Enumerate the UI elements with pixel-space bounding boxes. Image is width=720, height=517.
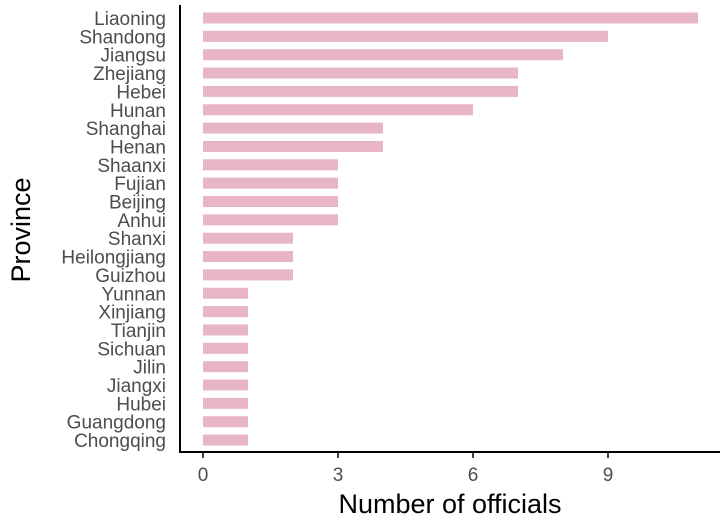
- y-tick-labels: LiaoningShandongJiangsuZhejiangHebeiHuna…: [61, 9, 166, 452]
- bar-shandong: [203, 30, 608, 42]
- bar-shaanxi: [203, 159, 338, 171]
- bar-henan: [203, 140, 383, 152]
- x-tick-label: 0: [198, 465, 209, 486]
- y-tick-label: Sichuan: [97, 339, 166, 360]
- y-tick-label: Hunan: [110, 101, 166, 122]
- y-tick-label: Chongqing: [74, 431, 166, 452]
- bar-anhui: [203, 214, 338, 226]
- x-tick-label: 6: [468, 465, 479, 486]
- y-tick-label: Shaanxi: [97, 156, 166, 177]
- bar-guizhou: [203, 269, 293, 281]
- bar-shanxi: [203, 232, 293, 244]
- bar-beijing: [203, 196, 338, 207]
- bar-hunan: [203, 104, 473, 116]
- y-axis-title: Province: [6, 177, 36, 282]
- y-tick-label: Guangdong: [67, 413, 166, 434]
- x-axis-title: Number of officials: [338, 489, 561, 517]
- bar-hubei: [203, 397, 248, 409]
- bars-group: [203, 12, 698, 446]
- y-tick-label: Anhui: [117, 211, 166, 232]
- y-tick-label: Shanxi: [108, 229, 166, 250]
- bar-xinjiang: [203, 306, 248, 318]
- y-tick-label: Beijing: [109, 193, 166, 214]
- x-tick-label: 9: [603, 465, 614, 486]
- bar-fujian: [203, 177, 338, 189]
- y-tick-label: Jilin: [133, 358, 166, 379]
- y-tick-label: Liaoning: [94, 9, 166, 30]
- bar-jiangsu: [203, 49, 563, 61]
- y-tick-label: Hebei: [116, 82, 166, 103]
- bar-zhejiang: [203, 67, 518, 79]
- y-tick-label: Yunnan: [102, 284, 166, 305]
- bar-liaoning: [203, 12, 698, 24]
- bar-hebei: [203, 85, 518, 97]
- y-tick-label: Jiangxi: [107, 376, 166, 397]
- bar-shanghai: [203, 122, 383, 134]
- bar-heilongjiang: [203, 251, 293, 263]
- y-tick-label: Hubei: [116, 394, 166, 415]
- y-tick-label: Jiangsu: [101, 46, 167, 67]
- y-tick-label: Zhejiang: [93, 64, 166, 85]
- y-tick-label: Henan: [110, 137, 166, 158]
- y-tick-label: Heilongjiang: [61, 248, 166, 269]
- y-tick-label: Tianjin: [111, 321, 166, 342]
- bar-jiangxi: [203, 379, 248, 391]
- y-tick-label: Shandong: [79, 27, 166, 48]
- bar-tianjin: [203, 324, 248, 336]
- bar-yunnan: [203, 287, 248, 299]
- bar-sichuan: [203, 342, 248, 354]
- y-tick-label: Fujian: [114, 174, 166, 195]
- bar-guangdong: [203, 416, 248, 428]
- x-ticks: 0 3 6 9: [198, 452, 614, 486]
- bar-jilin: [203, 361, 248, 373]
- y-tick-label: Xinjiang: [98, 303, 166, 324]
- bar-chongqing: [203, 434, 248, 446]
- x-tick-label: 3: [333, 465, 344, 486]
- y-tick-label: Shanghai: [86, 119, 166, 140]
- y-tick-label: Guizhou: [95, 266, 166, 287]
